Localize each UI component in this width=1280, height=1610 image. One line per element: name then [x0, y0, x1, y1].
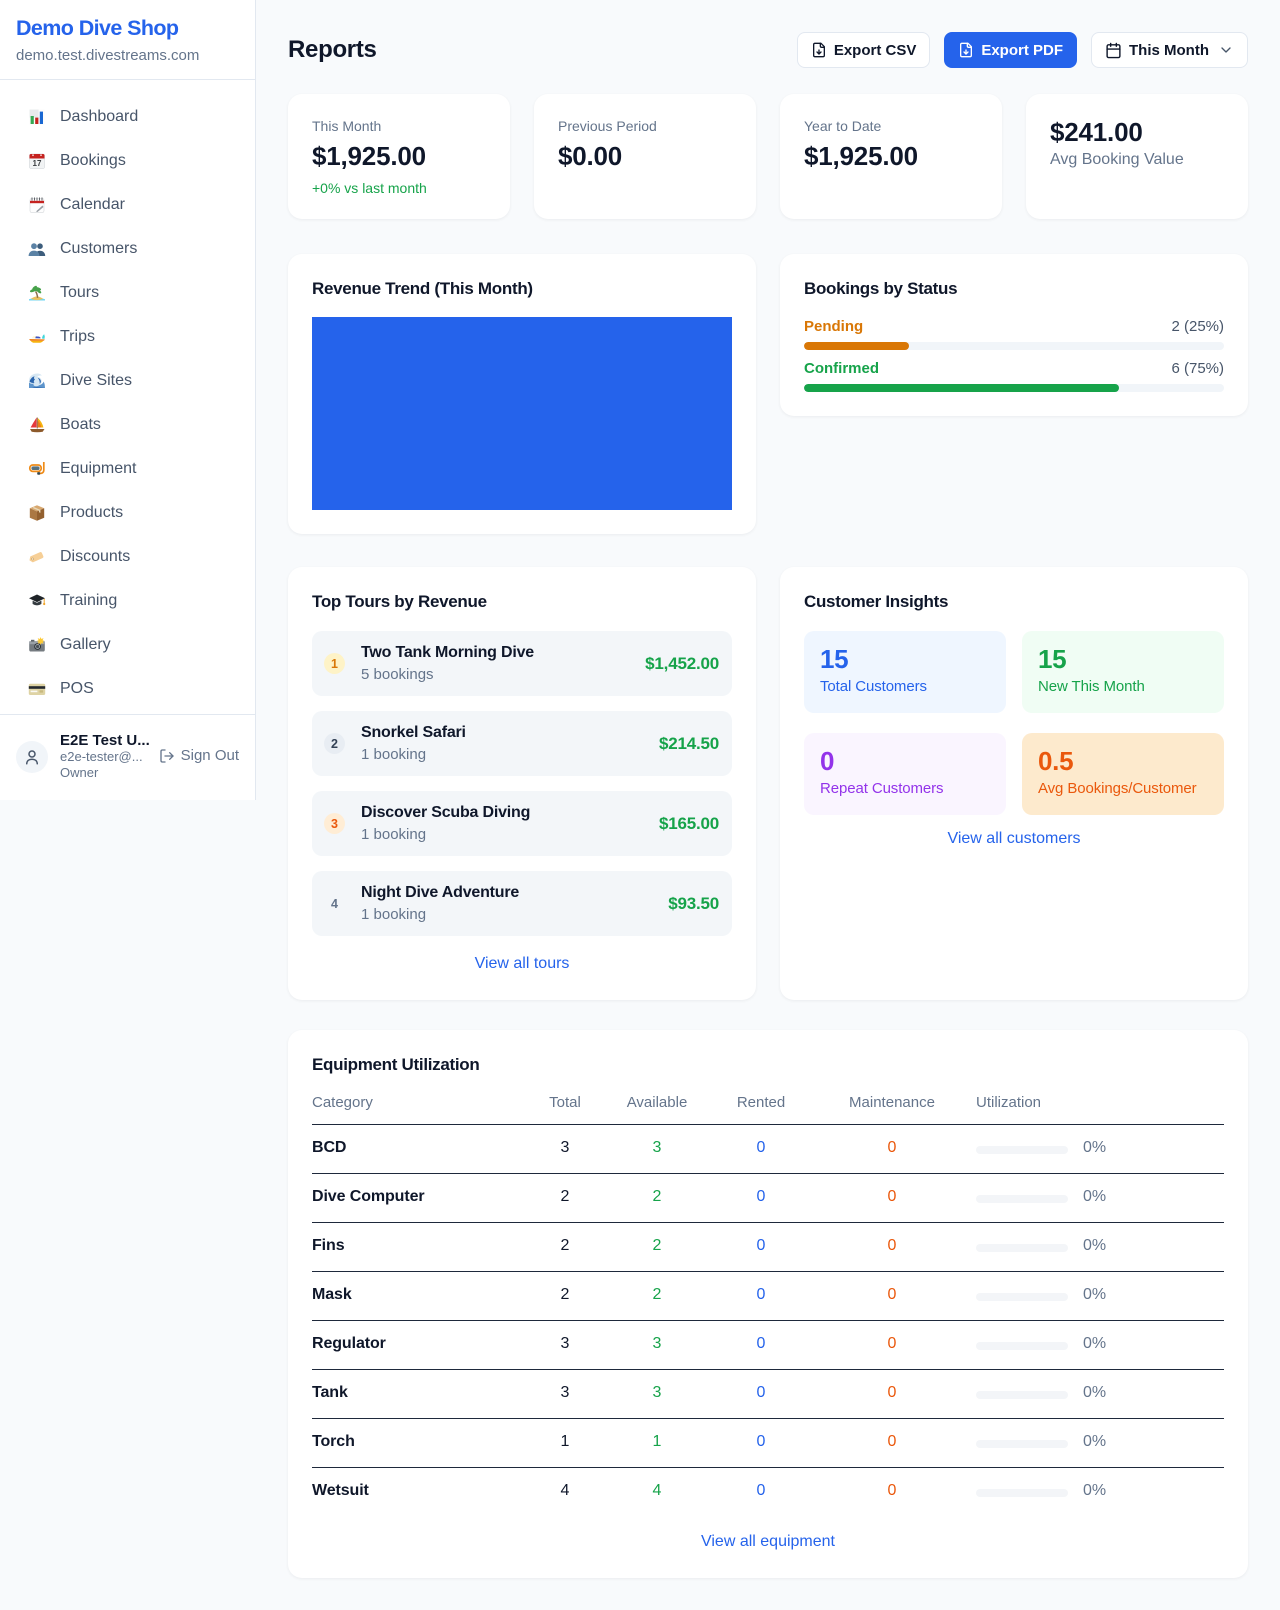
svg-text:17: 17 — [33, 159, 42, 168]
